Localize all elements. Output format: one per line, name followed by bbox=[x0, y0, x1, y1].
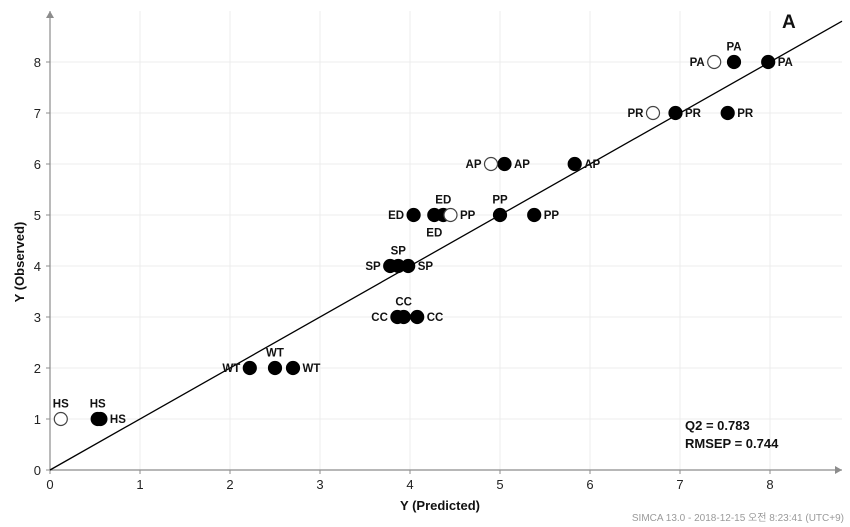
point-label: PP bbox=[544, 210, 560, 222]
y-tick-label: 5 bbox=[34, 208, 41, 223]
y-tick-label: 1 bbox=[34, 412, 41, 427]
point-label: PR bbox=[628, 108, 645, 120]
open-data-point bbox=[707, 54, 722, 70]
x-tick-label: 4 bbox=[406, 477, 413, 492]
regression-line bbox=[49, 20, 843, 471]
filled-data-point bbox=[497, 156, 512, 172]
filled-data-point bbox=[410, 309, 425, 325]
point-label: HS bbox=[110, 414, 126, 426]
x-tick-label: 7 bbox=[676, 477, 683, 492]
y-tick-label: 3 bbox=[34, 310, 41, 325]
x-tick-label: 8 bbox=[766, 477, 773, 492]
filled-data-point bbox=[401, 258, 416, 274]
data-points bbox=[53, 54, 776, 427]
point-labels: HS HS WT WT WT CC CC CC SP SP SP ED ED ED PP PP AP AP PR PR… bbox=[53, 42, 793, 427]
panel-label: A bbox=[782, 12, 796, 33]
point-label: PP bbox=[460, 210, 476, 222]
point-label: CC bbox=[371, 312, 388, 324]
q2-stat: Q2 = 0.783 bbox=[685, 418, 750, 433]
point-label: SP bbox=[391, 246, 407, 258]
y-tick-label: 7 bbox=[34, 106, 41, 121]
open-data-point bbox=[483, 156, 499, 172]
point-label: WT bbox=[222, 363, 240, 375]
point-label: SP bbox=[365, 261, 381, 273]
filled-data-point bbox=[242, 360, 257, 376]
filled-data-point bbox=[668, 105, 683, 121]
axes bbox=[46, 11, 842, 474]
open-data-point bbox=[443, 207, 458, 223]
point-label: CC bbox=[395, 297, 412, 309]
point-label: ED bbox=[435, 195, 451, 207]
filled-data-point bbox=[406, 207, 421, 223]
point-label: WT bbox=[303, 363, 321, 375]
y-tick-label: 0 bbox=[34, 463, 41, 478]
open-data-point bbox=[53, 411, 68, 427]
y-axis-arrow bbox=[46, 11, 54, 18]
point-label: PA bbox=[726, 42, 741, 54]
filled-data-point bbox=[761, 54, 776, 70]
tick-labels: 0 1 2 3 4 5 6 7 8 0 1 2 3 4 5 6 7 8 bbox=[34, 55, 774, 492]
filled-data-point bbox=[726, 54, 742, 70]
point-label: CC bbox=[427, 312, 444, 324]
point-label: ED bbox=[388, 210, 404, 222]
point-label: PA bbox=[690, 57, 705, 69]
x-tick-label: 5 bbox=[496, 477, 503, 492]
point-label: AP bbox=[584, 159, 600, 171]
y-tick-label: 4 bbox=[34, 259, 41, 274]
point-label: AP bbox=[466, 159, 482, 171]
filled-data-point bbox=[93, 411, 108, 427]
x-axis-title: Y (Predicted) bbox=[400, 498, 480, 513]
x-axis-arrow bbox=[835, 466, 842, 474]
open-data-point bbox=[645, 105, 661, 121]
point-label: SP bbox=[418, 261, 434, 273]
rmsep-stat: RMSEP = 0.744 bbox=[685, 436, 779, 451]
y-tick-label: 2 bbox=[34, 361, 41, 376]
point-label: HS bbox=[90, 399, 106, 411]
filled-data-point bbox=[285, 360, 301, 376]
point-label: HS bbox=[53, 399, 69, 411]
grid-lines bbox=[49, 11, 842, 471]
y-tick-label: 8 bbox=[34, 55, 41, 70]
point-label: PA bbox=[778, 57, 793, 69]
point-label: ED bbox=[426, 228, 442, 240]
x-tick-label: 3 bbox=[316, 477, 323, 492]
footer-text: SIMCA 13.0 - 2018-12-15 오전 8:23:41 (UTC+… bbox=[632, 512, 844, 524]
x-tick-label: 2 bbox=[226, 477, 233, 492]
filled-data-point bbox=[396, 309, 411, 325]
x-tick-label: 6 bbox=[586, 477, 593, 492]
y-tick-label: 6 bbox=[34, 157, 41, 172]
filled-data-point bbox=[267, 360, 283, 376]
point-label: AP bbox=[514, 159, 530, 171]
point-label: PR bbox=[685, 108, 702, 120]
x-tick-label: 0 bbox=[46, 477, 53, 492]
filled-data-point bbox=[567, 156, 582, 172]
x-tick-label: 1 bbox=[136, 477, 143, 492]
filled-data-point bbox=[492, 207, 508, 223]
y-axis-title: Y (Observed) bbox=[12, 222, 27, 303]
point-label: PR bbox=[737, 108, 754, 120]
filled-data-point bbox=[527, 207, 542, 223]
point-label: PP bbox=[492, 195, 508, 207]
point-label: WT bbox=[266, 348, 284, 360]
filled-data-point bbox=[720, 105, 735, 121]
